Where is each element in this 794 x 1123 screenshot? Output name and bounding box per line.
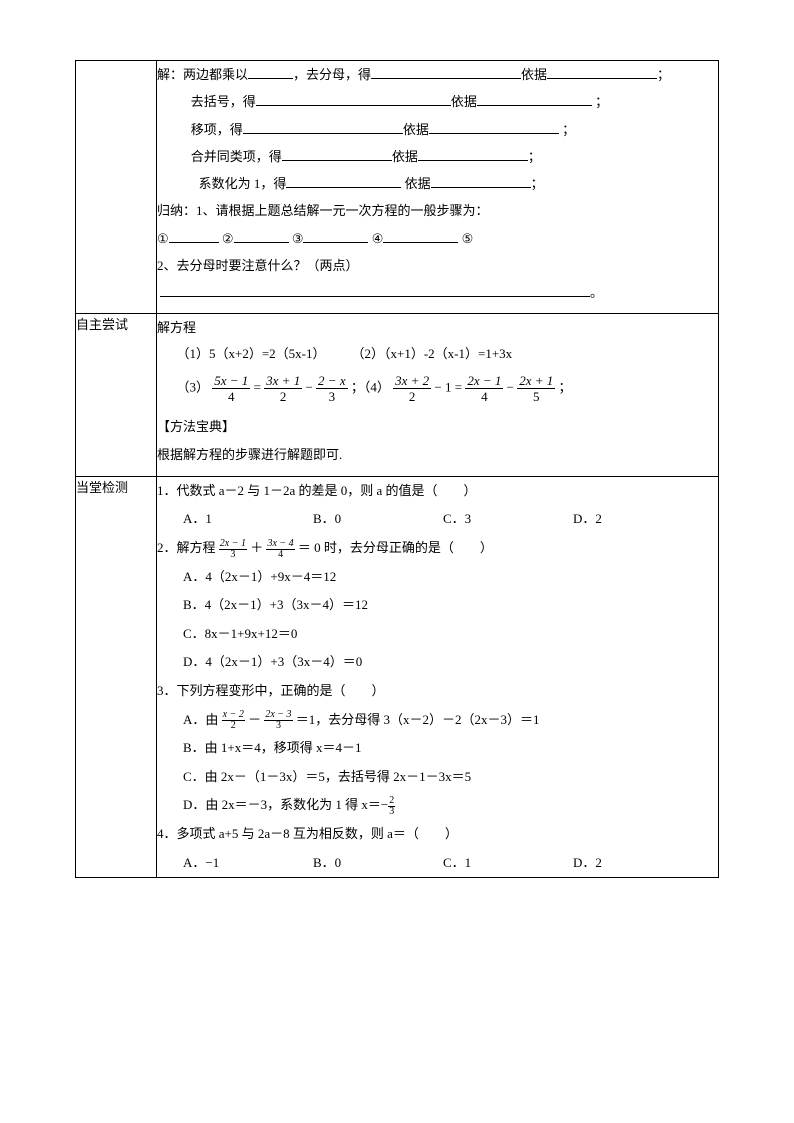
q2: 2．解方程 2x − 13 ＋ 3x − 44 ＝ 0 时，去分母正确的是（ ） xyxy=(157,534,718,563)
q4C: C．1 xyxy=(443,849,573,878)
row3-left: 当堂检测 xyxy=(76,476,157,877)
q1B: B．0 xyxy=(313,505,443,534)
r1-l1c: 依据 xyxy=(521,67,547,82)
c2: ② xyxy=(222,225,234,252)
c4: ④ xyxy=(372,225,384,252)
frac: 5x − 14 xyxy=(212,374,250,403)
blank xyxy=(303,229,368,243)
blank xyxy=(431,174,531,188)
c1: ① xyxy=(157,225,169,252)
r2-e1: （1）5（x+2）=2（5x-1） （2）（x+1）-2（x-1）=1+3x xyxy=(157,342,718,365)
method-title: 【方法宝典】 xyxy=(157,413,718,442)
q2A: A．4（2x－1）+9x－4＝12 xyxy=(157,563,718,592)
frac: 23 xyxy=(388,796,395,817)
row2-content: 解方程 （1）5（x+2）=2（5x-1） （2）（x+1）-2（x-1）=1+… xyxy=(157,313,719,476)
row2-left: 自主尝试 xyxy=(76,313,157,476)
q3B: B．由 1+x＝4，移项得 x＝4－1 xyxy=(157,734,718,763)
q3: 3．下列方程变形中，正确的是（ ） xyxy=(157,677,718,706)
q2B: B．4（2x－1）+3（3x－4）＝12 xyxy=(157,591,718,620)
q3A: A．由 x − 22 － 2x − 33 ＝1，去分母得 3（x－2）－2（2x… xyxy=(157,706,718,735)
q1C: C．3 xyxy=(443,505,573,534)
r1-guide1: 归纳：1、请根据上题总结解一元一次方程的一般步骤为： xyxy=(157,197,718,224)
r1-l4a: 合并同类项，得 xyxy=(191,149,282,164)
frac: 2x − 13 xyxy=(219,539,247,560)
r1-l4b: 依据 xyxy=(392,149,418,164)
q4D: D．2 xyxy=(573,849,602,878)
frac: 3x + 22 xyxy=(393,374,431,403)
row3-content: 1．代数式 a－2 与 1－2a 的差是 0，则 a 的值是（ ） A．1 B．… xyxy=(157,476,719,877)
blank xyxy=(477,92,592,106)
blank xyxy=(234,229,289,243)
frac: 3x + 12 xyxy=(264,374,302,403)
r1-l5b: 依据 xyxy=(405,176,431,191)
q1: 1．代数式 a－2 与 1－2a 的差是 0，则 a 的值是（ ） xyxy=(157,477,718,506)
r2-e3a: （3） xyxy=(177,379,210,394)
blank xyxy=(160,283,590,297)
method-body: 根据解方程的步骤进行解题即可. xyxy=(157,441,718,470)
q1A: A．1 xyxy=(183,505,313,534)
blank xyxy=(169,229,219,243)
r2-e3c: ； xyxy=(559,379,572,394)
blank xyxy=(429,120,559,134)
r2-h: 解方程 xyxy=(157,314,718,343)
blank xyxy=(243,120,403,134)
r1-l5a: 系数化为 1，得 xyxy=(199,176,287,191)
r1-l1b: ，去分母，得 xyxy=(293,67,371,82)
q1D: D．2 xyxy=(573,505,602,534)
q3D: D．由 2x＝－3，系数化为 1 得 x＝−23 xyxy=(157,791,718,820)
blank xyxy=(383,229,458,243)
q4A: A．−1 xyxy=(183,849,313,878)
blank xyxy=(256,92,451,106)
period: 。 xyxy=(590,285,603,300)
q3C: C．由 2x－（1－3x）＝5，去括号得 2x－1－3x＝5 xyxy=(157,763,718,792)
row1-left xyxy=(76,61,157,314)
frac: 2x − 33 xyxy=(264,710,292,731)
c3: ③ xyxy=(292,225,304,252)
blank xyxy=(547,65,657,79)
frac: 3x − 44 xyxy=(266,539,294,560)
q2C: C．8x－1+9x+12＝0 xyxy=(157,620,718,649)
r2-e3b: ；（4） xyxy=(351,379,390,394)
blank xyxy=(286,174,401,188)
r1-l3a: 移项，得 xyxy=(191,122,243,137)
r1-l3b: 依据 xyxy=(403,122,429,137)
r1-l2b: 依据 xyxy=(451,94,477,109)
row1-content: 解：两边都乘以，去分母，得依据； 去括号，得依据 ； 移项，得依据 ； 合并同类… xyxy=(157,61,719,314)
r1-l1a: 解：两边都乘以 xyxy=(157,67,248,82)
q4: 4．多项式 a+5 与 2a－8 互为相反数，则 a＝（ ） xyxy=(157,820,718,849)
frac: 2x + 15 xyxy=(517,374,555,403)
frac: 2 − x3 xyxy=(316,374,348,403)
blank xyxy=(282,147,392,161)
frac: 2x − 14 xyxy=(465,374,503,403)
blank xyxy=(418,147,528,161)
r1-l2a: 去括号，得 xyxy=(191,94,256,109)
q2D: D．4（2x－1）+3（3x－4）＝0 xyxy=(157,648,718,677)
blank xyxy=(371,65,521,79)
c5: ⑤ xyxy=(462,225,474,252)
q4B: B．0 xyxy=(313,849,443,878)
frac: x − 22 xyxy=(222,710,245,731)
r1-guide2: 2、去分母时要注意什么？（两点） xyxy=(157,252,718,279)
blank xyxy=(248,65,293,79)
